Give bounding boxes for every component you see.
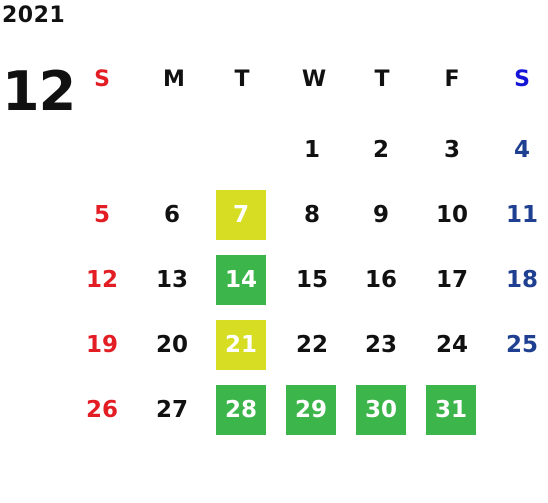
- day-cell[interactable]: [77, 125, 127, 175]
- day-cell[interactable]: 16: [364, 266, 397, 293]
- day-cell[interactable]: 2: [372, 136, 389, 163]
- day-cell-highlighted[interactable]: 29: [286, 385, 336, 435]
- day-cell[interactable]: 3: [443, 136, 460, 163]
- day-cell[interactable]: 25: [505, 331, 538, 358]
- day-cell[interactable]: 22: [295, 331, 328, 358]
- day-cell[interactable]: 6: [163, 201, 180, 228]
- day-cell[interactable]: 27: [155, 396, 188, 423]
- day-cell[interactable]: 11: [505, 201, 538, 228]
- day-cell[interactable]: 5: [93, 201, 110, 228]
- day-cell[interactable]: 1: [303, 136, 320, 163]
- weekday-tuesday: T: [234, 67, 250, 92]
- day-cell[interactable]: 12: [85, 266, 118, 293]
- day-cell[interactable]: 15: [295, 266, 328, 293]
- day-cell[interactable]: 10: [435, 201, 468, 228]
- weekday-monday: M: [163, 67, 185, 92]
- weekday-wednesday: W: [301, 67, 327, 92]
- year-label: 2021: [2, 3, 66, 28]
- day-cell[interactable]: [497, 385, 547, 435]
- day-cell[interactable]: 9: [372, 201, 389, 228]
- day-cell-highlighted[interactable]: 7: [216, 190, 266, 240]
- day-cell-highlighted[interactable]: 31: [426, 385, 476, 435]
- day-cell[interactable]: [216, 125, 266, 175]
- weekday-sunday: S: [94, 67, 110, 92]
- day-cell[interactable]: 17: [435, 266, 468, 293]
- weekday-saturday: S: [514, 67, 530, 92]
- day-cell[interactable]: 23: [364, 331, 397, 358]
- day-cell-highlighted[interactable]: 28: [216, 385, 266, 435]
- day-cell-highlighted[interactable]: 21: [216, 320, 266, 370]
- day-cell-highlighted[interactable]: 14: [216, 255, 266, 305]
- day-cell[interactable]: 19: [85, 331, 118, 358]
- day-cell[interactable]: 26: [85, 396, 118, 423]
- day-cell[interactable]: [147, 125, 197, 175]
- day-cell[interactable]: 13: [155, 266, 188, 293]
- day-cell[interactable]: 4: [513, 136, 530, 163]
- day-cell[interactable]: 18: [505, 266, 538, 293]
- weekday-thursday: T: [374, 67, 390, 92]
- month-number: 12: [2, 60, 76, 123]
- weekday-friday: F: [444, 67, 460, 92]
- day-cell[interactable]: 24: [435, 331, 468, 358]
- day-cell[interactable]: 20: [155, 331, 188, 358]
- day-cell[interactable]: 8: [303, 201, 320, 228]
- day-cell-highlighted[interactable]: 30: [356, 385, 406, 435]
